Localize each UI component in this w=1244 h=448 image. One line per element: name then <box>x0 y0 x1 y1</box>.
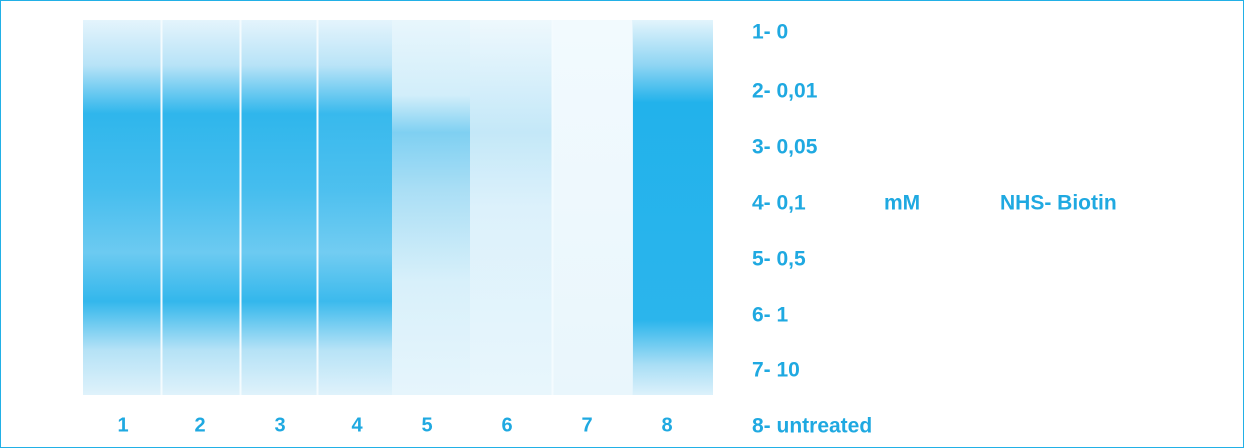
reagent: NHS- Biotin <box>1000 192 1117 215</box>
lane-label: 5 <box>421 414 432 436</box>
lane-label: 4 <box>351 414 363 436</box>
legend-entry: 1- 0 <box>752 21 788 44</box>
lane-label: 6 <box>501 414 512 436</box>
lane-label: 2 <box>194 414 205 436</box>
lane-label: 3 <box>274 414 285 436</box>
legend-entry: 7- 10 <box>752 359 800 382</box>
legend-entry: 5- 0,5 <box>752 248 806 271</box>
legend-entry: 8- untreated <box>752 415 872 438</box>
legend: 1- 0 2- 0,01 3- 0,05 4- 0,1 5- 0,5 6- 1 … <box>752 21 1117 438</box>
lane <box>392 20 470 395</box>
legend-entry: 3- 0,05 <box>752 136 818 159</box>
lane <box>633 20 713 395</box>
unit: mM <box>884 192 920 215</box>
legend-entry: 4- 0,1 <box>752 192 806 215</box>
lane-label: 8 <box>661 414 672 436</box>
lane <box>83 20 161 395</box>
lane <box>552 20 632 395</box>
lane <box>241 20 317 395</box>
lane <box>162 20 240 395</box>
legend-entry: 6- 1 <box>752 304 789 327</box>
lane-label: 1 <box>117 414 128 436</box>
lane-label: 7 <box>581 414 592 436</box>
legend-entry: 2- 0,01 <box>752 80 818 103</box>
lane <box>318 20 392 395</box>
lane-labels: 1 2 3 4 5 6 7 8 <box>117 414 672 436</box>
blot <box>83 20 713 395</box>
lane <box>470 20 552 395</box>
